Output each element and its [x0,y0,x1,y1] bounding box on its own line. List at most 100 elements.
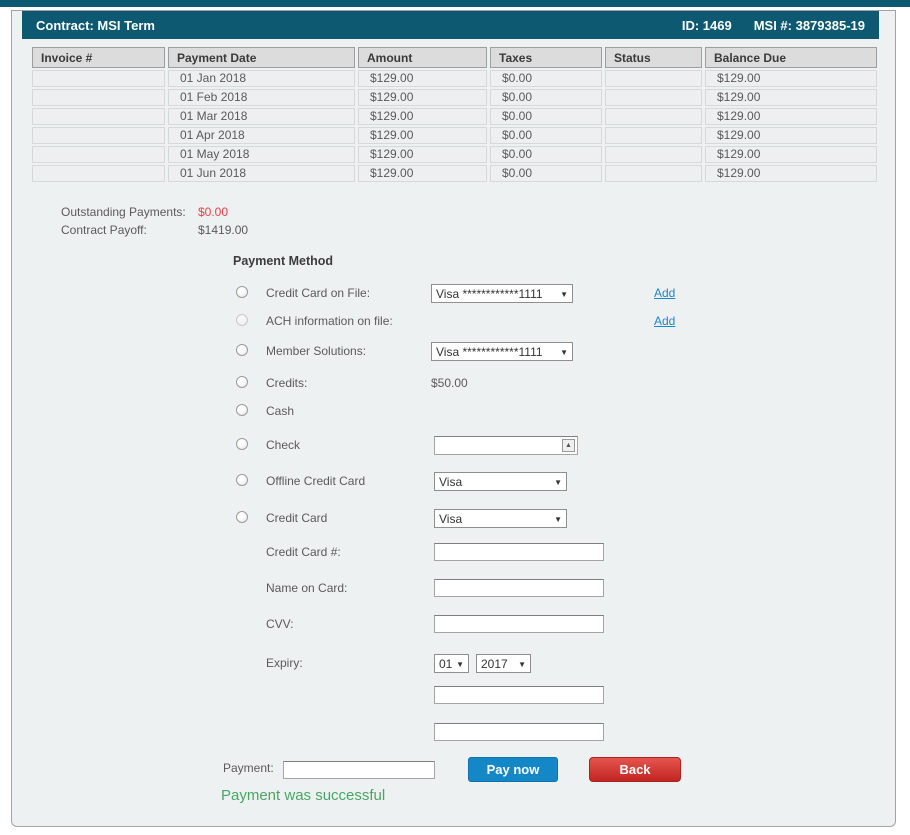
payment-amount-input[interactable] [283,761,435,779]
totals-summary: Outstanding Payments: $0.00 Contract Pay… [61,203,248,239]
ach-radio[interactable] [236,314,248,326]
cell-invoice [32,146,165,163]
extra-input-2[interactable] [434,723,604,741]
offline-card-type-value: Visa [439,475,463,489]
member-solutions-select-value: Visa ************1111 [436,345,543,359]
chevron-down-icon: ▼ [560,290,568,299]
credits-radio[interactable] [236,376,248,388]
extra-input-1[interactable] [434,686,604,704]
credit-card-radio[interactable] [236,511,248,523]
cell-payment-date: 01 May 2018 [168,146,355,163]
cell-taxes: $0.00 [490,127,602,144]
cash-radio[interactable] [236,404,248,416]
ach-label: ACH information on file: [266,314,393,328]
column-header-payment-date: Payment Date [168,47,355,68]
cell-status [605,70,702,87]
check-label: Check [266,438,301,452]
add-ach-link[interactable]: Add [654,314,676,328]
cell-invoice [32,108,165,125]
cell-balance-due: $129.00 [705,146,877,163]
member-solutions-radio[interactable] [236,344,248,356]
cell-invoice [32,89,165,106]
cc-number-label: Credit Card #: [266,545,341,559]
outstanding-payments-value: $0.00 [198,205,229,219]
panel-header: Contract: MSI Term ID: 1469 MSI #: 38793… [22,11,879,39]
cell-taxes: $0.00 [490,146,602,163]
table-row: 01 Feb 2018 $129.00 $0.00 $129.00 [32,89,877,106]
cell-balance-due: $129.00 [705,70,877,87]
payment-amount-label: Payment: [223,761,274,775]
cc-on-file-radio[interactable] [236,286,248,298]
cell-invoice [32,127,165,144]
cell-balance-due: $129.00 [705,127,877,144]
cell-amount: $129.00 [358,127,487,144]
cell-invoice [32,165,165,182]
name-on-card-input[interactable] [434,579,604,597]
expiry-label: Expiry: [266,656,303,670]
cell-balance-due: $129.00 [705,89,877,106]
cell-status [605,127,702,144]
offline-credit-card-radio[interactable] [236,474,248,486]
check-radio[interactable] [236,438,248,450]
spinner-up-icon[interactable]: ▲ [562,439,575,452]
contract-panel: Contract: MSI Term ID: 1469 MSI #: 38793… [11,10,896,827]
cash-label: Cash [266,404,295,418]
table-row: 01 Mar 2018 $129.00 $0.00 $129.00 [32,108,877,125]
cvv-input[interactable] [434,615,604,633]
back-button[interactable]: Back [589,757,681,782]
table-row: 01 Apr 2018 $129.00 $0.00 $129.00 [32,127,877,144]
column-header-invoice: Invoice # [32,47,165,68]
cell-payment-date: 01 Apr 2018 [168,127,355,144]
success-message: Payment was successful [221,787,386,804]
invoice-table: Invoice # Payment Date Amount Taxes Stat… [29,45,880,184]
top-accent-strip [0,0,910,7]
column-header-status: Status [605,47,702,68]
cell-amount: $129.00 [358,108,487,125]
cc-on-file-select[interactable]: Visa ************1111 ▼ [431,284,573,303]
name-on-card-label: Name on Card: [266,581,348,595]
chevron-down-icon: ▼ [554,478,562,487]
add-credit-card-link[interactable]: Add [654,286,676,300]
outstanding-payments-label: Outstanding Payments: [61,205,186,219]
contract-id: ID: 1469 [681,17,732,33]
cell-amount: $129.00 [358,146,487,163]
cell-payment-date: 01 Feb 2018 [168,89,355,106]
cell-status [605,146,702,163]
column-header-balance-due: Balance Due [705,47,877,68]
member-solutions-label: Member Solutions: [266,344,367,358]
cell-payment-date: 01 Jan 2018 [168,70,355,87]
cell-payment-date: 01 Mar 2018 [168,108,355,125]
offline-credit-card-label: Offline Credit Card [266,474,366,488]
member-solutions-select[interactable]: Visa ************1111 ▼ [431,342,573,361]
cell-payment-date: 01 Jun 2018 [168,165,355,182]
cc-on-file-label: Credit Card on File: [266,286,371,300]
chevron-down-icon: ▼ [456,660,464,669]
contract-payoff-value: $1419.00 [198,223,249,237]
column-header-amount: Amount [358,47,487,68]
payment-method-heading: Payment Method [233,254,334,268]
cell-amount: $129.00 [358,89,487,106]
cell-taxes: $0.00 [490,108,602,125]
msi-number: MSI #: 3879385-19 [753,17,865,33]
table-row: 01 May 2018 $129.00 $0.00 $129.00 [32,146,877,163]
cc-number-input[interactable] [434,543,604,561]
card-type-value: Visa [439,512,463,526]
cell-status [605,89,702,106]
offline-card-type-select[interactable]: Visa ▼ [434,472,567,491]
cell-invoice [32,70,165,87]
credit-card-label: Credit Card [266,511,328,525]
pay-now-button[interactable]: Pay now [468,757,558,782]
cell-status [605,165,702,182]
page-title: Contract: MSI Term [36,17,155,33]
cc-on-file-select-value: Visa ************1111 [436,287,543,301]
chevron-down-icon: ▼ [554,515,562,524]
expiry-month-select[interactable]: 01 ▼ [434,654,469,673]
chevron-down-icon: ▼ [560,348,568,357]
table-row: 01 Jun 2018 $129.00 $0.00 $129.00 [32,165,877,182]
cell-amount: $129.00 [358,70,487,87]
table-header-row: Invoice # Payment Date Amount Taxes Stat… [32,47,877,68]
card-type-select[interactable]: Visa ▼ [434,509,567,528]
check-number-input[interactable] [434,436,578,455]
expiry-year-select[interactable]: 2017 ▼ [476,654,531,673]
